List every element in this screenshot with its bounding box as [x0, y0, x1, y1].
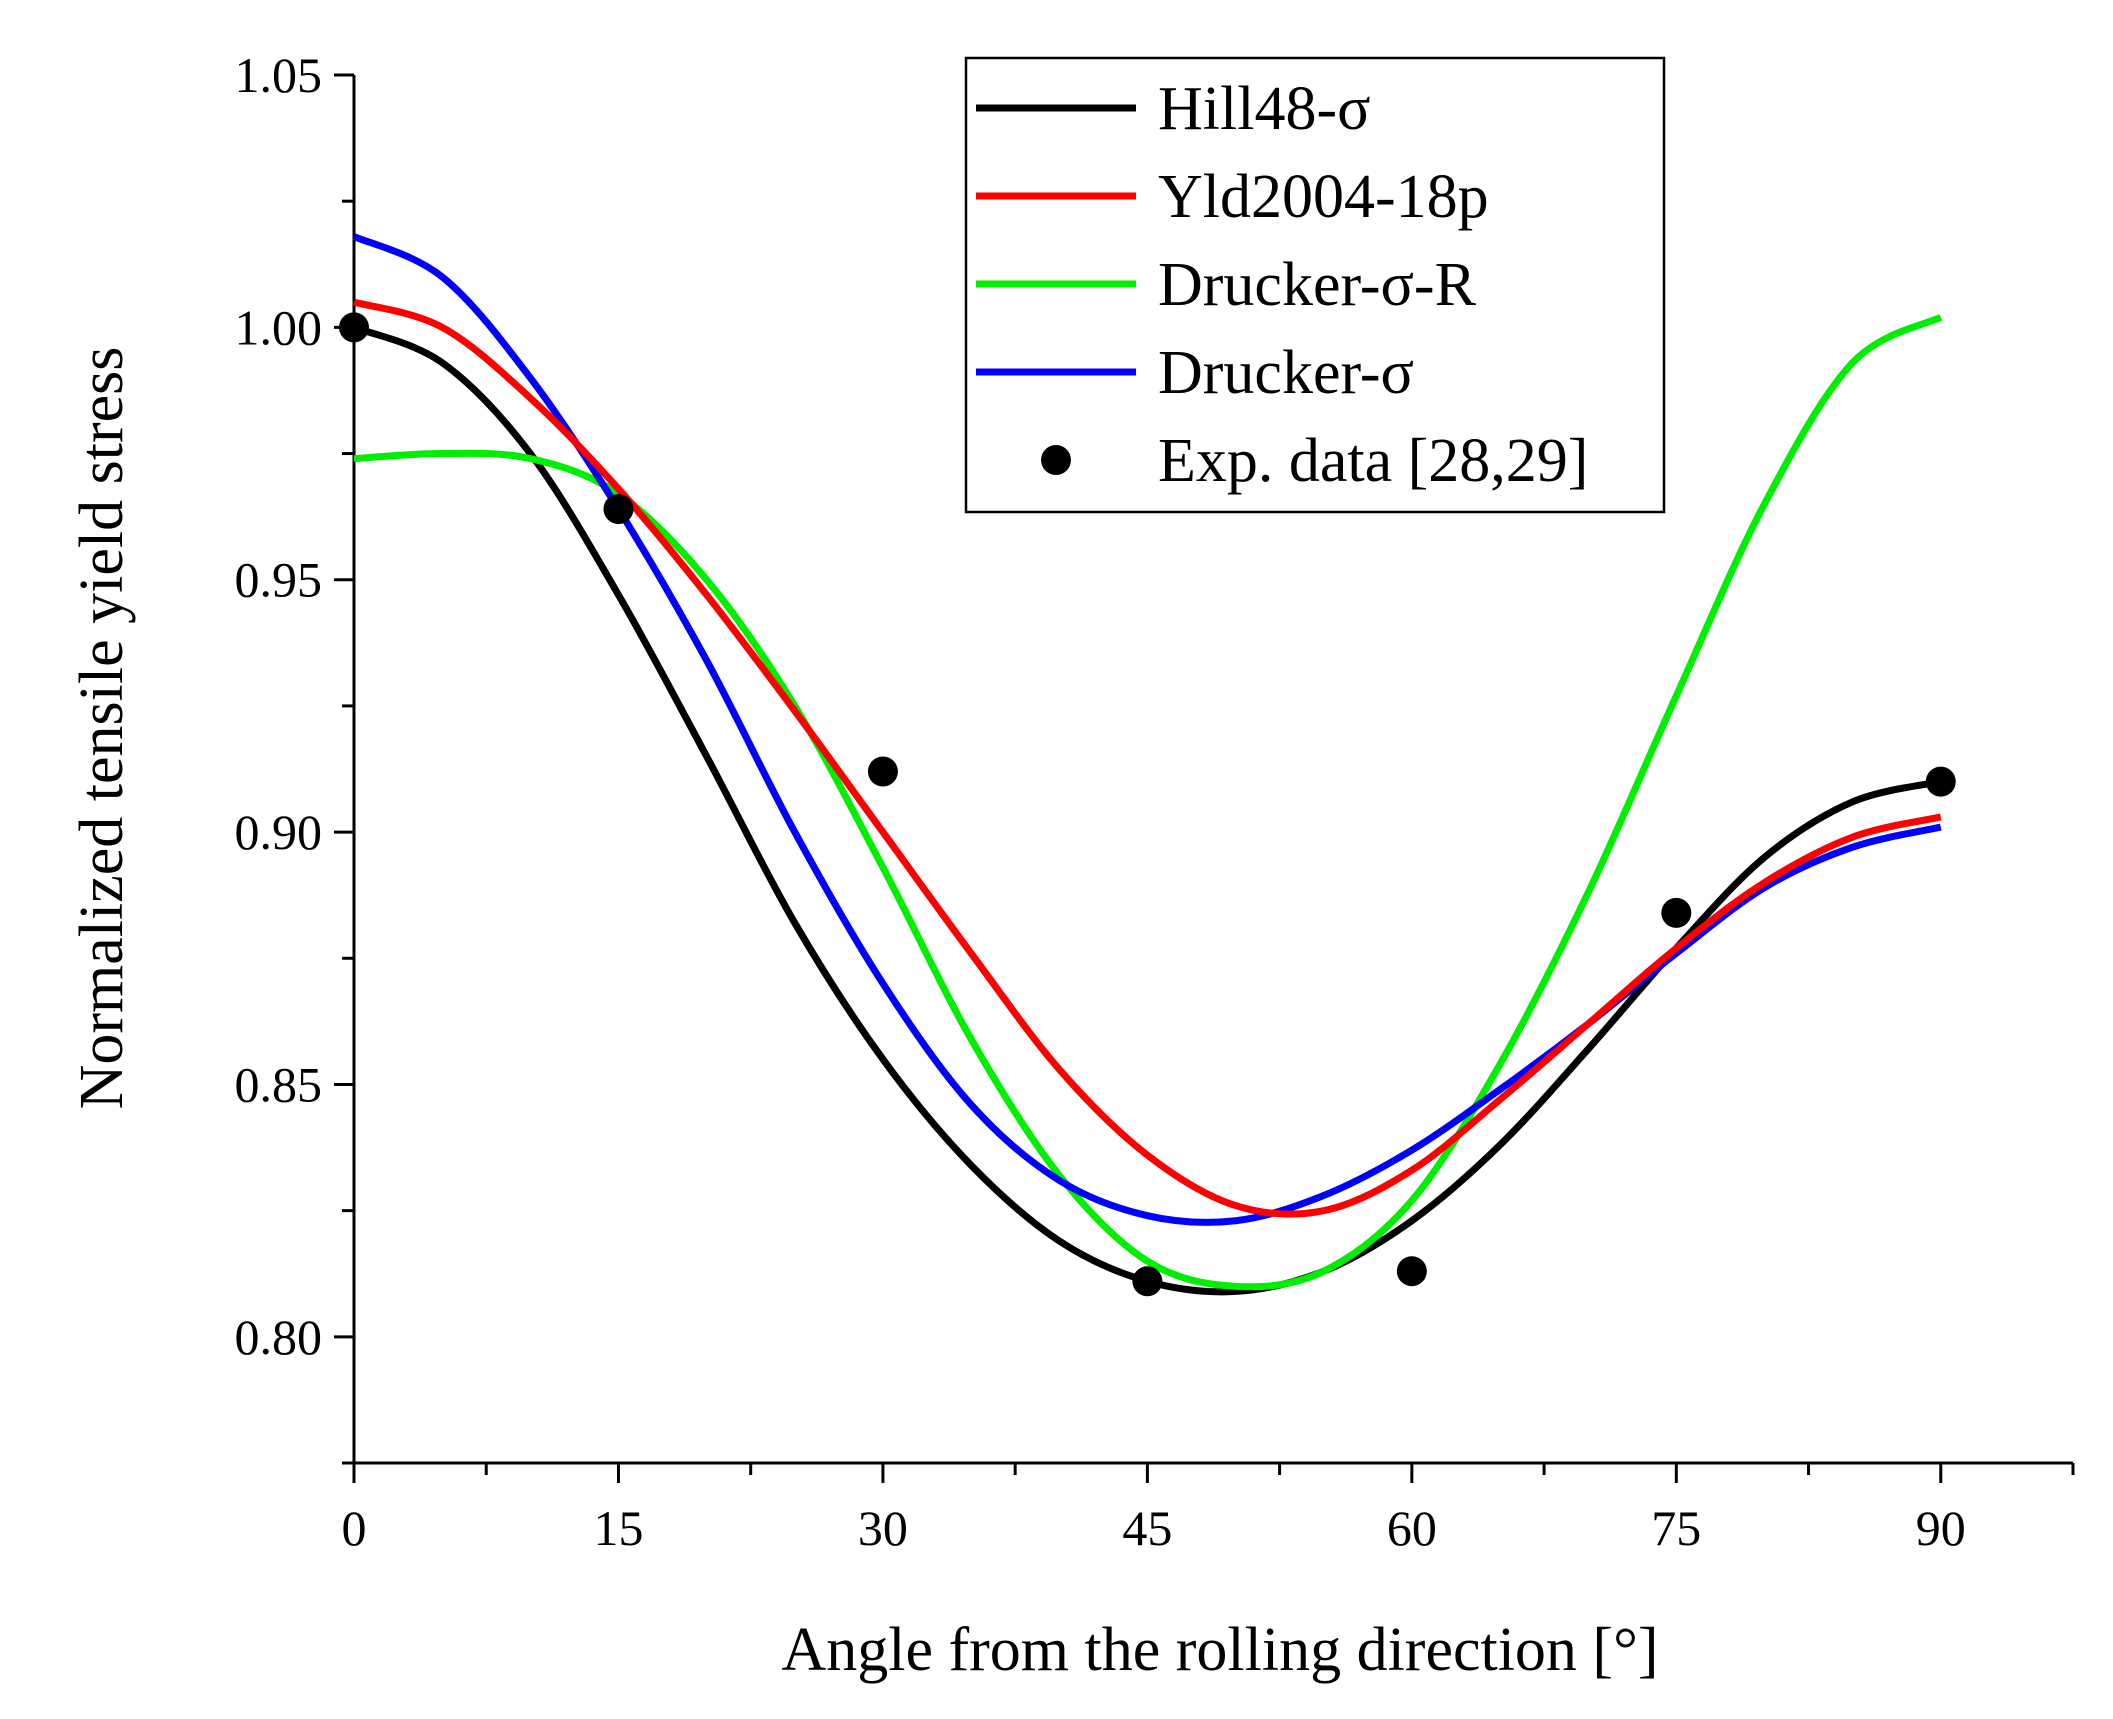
series-line-yld2004-18p: [353, 298, 1942, 1218]
legend-label: Drucker-σ: [1158, 339, 1414, 407]
y-tick-label: 0.95: [235, 552, 323, 608]
y-tick-label: 0.80: [235, 1309, 323, 1365]
y-tick-label: 0.85: [235, 1056, 323, 1112]
y-axis-title: Normalized tensile yield stress: [68, 347, 136, 1110]
exp-data-point: [867, 756, 898, 787]
exp-data-point: [1925, 766, 1956, 797]
exp-data-point: [603, 494, 634, 525]
exp-data-point: [1661, 897, 1692, 928]
x-tick-label: 0: [342, 1500, 367, 1556]
x-tick-label: 90: [1916, 1500, 1966, 1556]
legend-marker: [1041, 445, 1071, 475]
legend-label: Drucker-σ-R: [1158, 251, 1477, 319]
x-tick-label: 15: [593, 1500, 643, 1556]
legend-label: Yld2004-18p: [1158, 163, 1489, 231]
legend-label: Exp. data [28,29]: [1158, 427, 1588, 495]
x-tick-label: 60: [1387, 1500, 1437, 1556]
x-tick-label: 75: [1651, 1500, 1701, 1556]
legend-box: [964, 56, 1666, 514]
legend-label: Hill48-σ: [1158, 75, 1371, 143]
x-tick-label: 45: [1122, 1500, 1172, 1556]
x-tick-label: 30: [858, 1500, 908, 1556]
series-line-drucker-r: [353, 314, 1943, 1291]
exp-data-point: [1396, 1256, 1427, 1287]
y-tick-label: 0.90: [235, 804, 323, 860]
y-tick-label: 1.05: [235, 47, 323, 103]
exp-data-point: [1132, 1266, 1163, 1297]
x-axis-title: Angle from the rolling direction [°]: [781, 1616, 1658, 1684]
y-tick-label: 1.00: [235, 299, 323, 355]
